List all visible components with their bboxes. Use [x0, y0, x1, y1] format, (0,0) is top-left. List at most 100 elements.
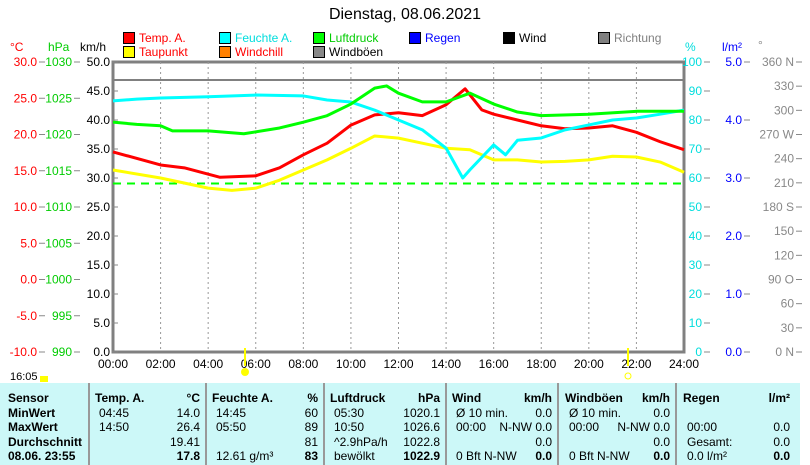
legend-swatch [313, 32, 325, 44]
deg-tick-label: 300 [774, 103, 794, 117]
pct-unit: % [685, 40, 696, 54]
table-cell: 0.0 [535, 405, 552, 420]
rain-tick-label: 0.0 [725, 345, 742, 359]
table-cell: Ø 10 min. [569, 405, 622, 420]
table-header-cell: Luftdruck [330, 391, 386, 405]
hpa-tick-label: 1015 [45, 164, 72, 178]
rain-tick-label: 1.0 [725, 287, 742, 301]
hpa-tick-label: 1010 [45, 200, 72, 214]
x-tick-label: 12:00 [383, 357, 413, 371]
table-cell: 00:00 [456, 420, 487, 434]
legend-label: Windchill [235, 45, 284, 59]
legend-item: Luftdruck [313, 31, 378, 45]
temp-tick-label: 5.0 [20, 236, 37, 250]
table-cell: 0.0 [653, 449, 670, 463]
legend-swatch [123, 46, 135, 58]
legend-swatch [123, 32, 135, 44]
pct-tick-label: 100 [682, 55, 702, 69]
kmh-tick-label: 30.0 [87, 171, 111, 185]
kmh-unit: km/h [80, 40, 107, 54]
deg-tick-label: 210 [774, 176, 794, 190]
kmh-tick-label: 15.0 [87, 258, 111, 272]
legend-item: Regen [409, 31, 460, 45]
table-cell: N-NW 0.0 [617, 420, 670, 434]
x-tick-label: 14:00 [431, 357, 461, 371]
legend-swatch [313, 46, 325, 58]
series-line-taupunkt [112, 134, 685, 192]
legend-label: Richtung [614, 31, 662, 45]
column-divider [557, 383, 559, 465]
pct-tick-label: 0 [695, 345, 702, 359]
table-cell: 0.0 [535, 449, 552, 463]
table-header-cell: Regen [683, 391, 720, 405]
legend-item: Taupunkt [123, 45, 188, 59]
hpa-tick-label: 990 [52, 345, 72, 359]
table-cell: 0.0 [653, 434, 670, 449]
pct-tick-label: 40 [689, 229, 703, 243]
table-cell: Gesamt: [687, 434, 733, 449]
table-cell: 1022.9 [403, 449, 440, 463]
legend-label: Feuchte A. [235, 31, 293, 45]
chart-title: Dienstag, 08.06.2021 [328, 6, 482, 23]
table-cell: 1022.8 [403, 434, 440, 449]
table-cell: 0.0 [653, 405, 670, 420]
sun-time: 16:05 [10, 371, 38, 383]
legend-swatch [219, 46, 231, 58]
x-tick-label: 22:00 [621, 357, 651, 371]
series-line-temp-a- [112, 87, 685, 179]
column-divider [323, 383, 325, 465]
pct-tick-label: 10 [689, 316, 703, 330]
table-header-cell: % [307, 391, 318, 405]
table-cell: 04:45 [99, 405, 130, 420]
deg-tick-label: 120 [774, 248, 794, 262]
table-cell: 0 Bft N-NW [569, 449, 630, 463]
table-cell: 1026.6 [403, 420, 440, 434]
x-tick-label: 10:00 [336, 357, 366, 371]
table-cell: 0.0 [773, 434, 790, 449]
pct-tick-label: 60 [689, 171, 703, 185]
table-cell: 89 [304, 420, 318, 434]
table-cell: bewölkt [334, 449, 375, 463]
legend-label: Wind [519, 31, 547, 45]
legend-label: Regen [425, 31, 461, 45]
kmh-tick-label: 0.0 [93, 345, 110, 359]
pct-tick-label: 70 [689, 142, 703, 156]
temp-tick-label: 25.0 [14, 91, 38, 105]
sunrise-marker [40, 376, 48, 382]
rain-tick-label: 4.0 [725, 113, 742, 127]
temp-tick-label: 20.0 [14, 128, 38, 142]
column-divider [675, 383, 677, 465]
table-header-cell: km/h [523, 391, 552, 405]
table-cell: 14:50 [99, 420, 130, 434]
table-header-cell: l/m² [768, 391, 790, 405]
hpa-tick-label: 1020 [45, 128, 72, 142]
deg-tick-label: 330 [774, 79, 794, 93]
table-header-cell: Windböen [565, 391, 623, 405]
hpa-tick-label: 1005 [45, 236, 72, 250]
x-tick-label: 02:00 [146, 357, 176, 371]
deg-unit: ° [758, 38, 763, 52]
table-cell: 0.0 [773, 420, 790, 434]
deg-tick-label: 240 [774, 152, 794, 166]
table-cell: 10:50 [334, 420, 365, 434]
stats-table: Sensor Temp. A. °C Feuchte A.% Luftdruck hPa W… [0, 383, 800, 465]
x-tick-label: 00:00 [98, 357, 128, 371]
hpa-tick-label: 1000 [45, 273, 72, 287]
table-cell: 81 [304, 434, 318, 449]
column-divider [205, 383, 207, 465]
table-header-cell: hPa [417, 391, 440, 405]
table-cell: 0.0 [535, 434, 552, 449]
table-cell: 12.61 g/m³ [216, 449, 274, 463]
sun-icon [241, 368, 249, 376]
table-header-cell: °C [186, 391, 200, 405]
deg-tick-label: 30 [781, 321, 795, 335]
table-cell: MinWert [8, 405, 56, 420]
legend-swatch [598, 32, 610, 44]
table-cell: 17.8 [176, 449, 200, 463]
deg-tick-label: 360 N [762, 55, 794, 69]
deg-tick-label: 180 S [763, 200, 794, 214]
table-cell: Durchschnitt [8, 434, 83, 449]
pct-tick-label: 80 [689, 113, 703, 127]
x-tick-label: 20:00 [574, 357, 604, 371]
table-cell: 60 [304, 405, 318, 420]
